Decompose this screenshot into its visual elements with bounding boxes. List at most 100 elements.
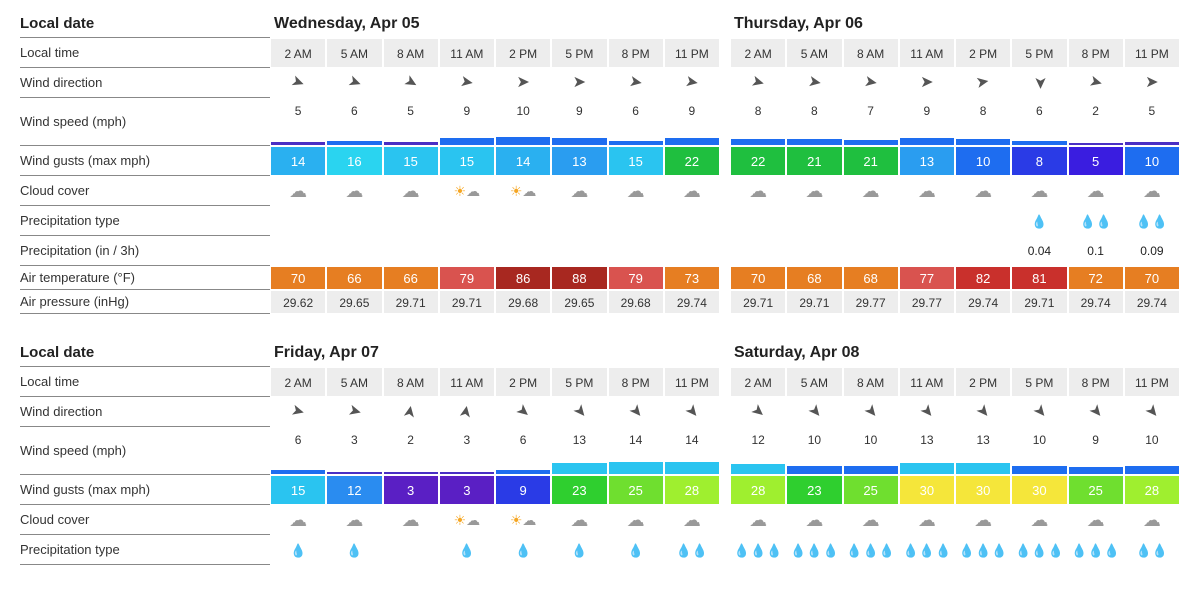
wind-speed-cell: 10 bbox=[1124, 427, 1180, 475]
wind-arrow-icon: ➤ bbox=[1085, 67, 1106, 99]
gust-cell: 15 bbox=[270, 475, 326, 505]
wind-arrow-cell: ➤ bbox=[1068, 397, 1124, 427]
precip-amt-row bbox=[270, 236, 720, 266]
temp-cell: 82 bbox=[955, 266, 1011, 290]
wind-speed-cell: 6 bbox=[1011, 98, 1067, 146]
wind-speed-row: 63236131414 bbox=[270, 427, 720, 475]
wind-speed-cell: 3 bbox=[326, 427, 382, 475]
label-wind-speed: Wind speed (mph) bbox=[20, 427, 270, 475]
time-cell: 11 AM bbox=[439, 367, 495, 397]
precip-type-cell bbox=[843, 206, 899, 236]
time-cell: 2 PM bbox=[495, 367, 551, 397]
temp-cell: 66 bbox=[383, 266, 439, 290]
precip-type-cell: 💧💧💧 bbox=[786, 535, 842, 565]
cloud-row: ☁☁☁☀☁☀☁☁☁☁ bbox=[270, 176, 720, 206]
precip-amt-cell: 0.09 bbox=[1124, 236, 1180, 266]
wind-arrow-icon: ➤ bbox=[564, 397, 596, 427]
temp-cell: 86 bbox=[495, 266, 551, 290]
wind-speed-cell: 2 bbox=[1068, 98, 1124, 146]
wind-arrow-icon: ➤ bbox=[974, 67, 992, 99]
precip-type-cell: 💧💧 bbox=[1068, 206, 1124, 236]
cloud-row: ☁☁☁☁☁☁☁☁ bbox=[730, 505, 1180, 535]
time-cell: 2 AM bbox=[730, 367, 786, 397]
label-cloud-cover: Cloud cover bbox=[20, 505, 270, 535]
labels-column: Local dateLocal timeWind directionWind s… bbox=[20, 339, 270, 565]
temp-cell: 70 bbox=[730, 266, 786, 290]
wind-speed-cell: 6 bbox=[326, 98, 382, 146]
wind-arrow-cell: ➤ bbox=[664, 68, 720, 98]
pressure-cell: 29.74 bbox=[1068, 290, 1124, 314]
precip-amt-cell bbox=[664, 236, 720, 266]
pressure-cell: 29.71 bbox=[1011, 290, 1067, 314]
label-local-time: Local time bbox=[20, 367, 270, 397]
precip-amt-cell bbox=[608, 236, 664, 266]
gust-cell: 28 bbox=[664, 475, 720, 505]
cloud-cell: ☁ bbox=[786, 505, 842, 535]
time-cell: 2 AM bbox=[270, 367, 326, 397]
wind-arrow-cell: ➤ bbox=[955, 397, 1011, 427]
day-title: Wednesday, Apr 05 bbox=[270, 10, 720, 38]
precip-type-cell bbox=[270, 206, 326, 236]
gust-cell: 28 bbox=[730, 475, 786, 505]
gust-cell: 21 bbox=[843, 146, 899, 176]
time-cell: 2 PM bbox=[495, 38, 551, 68]
time-cell: 8 AM bbox=[843, 367, 899, 397]
precip-type-cell bbox=[899, 206, 955, 236]
temp-row: 7066667986887973 bbox=[270, 266, 720, 290]
wind-arrow-icon: ➤ bbox=[1080, 397, 1112, 427]
time-cell: 8 AM bbox=[383, 38, 439, 68]
wind-speed-row: 565910969 bbox=[270, 98, 720, 146]
wind-arrow-icon: ➤ bbox=[344, 396, 365, 428]
cloud-cell: ☁ bbox=[551, 176, 607, 206]
precip-amt-cell bbox=[270, 236, 326, 266]
gust-cell: 15 bbox=[383, 146, 439, 176]
wind-arrow-cell: ➤ bbox=[608, 397, 664, 427]
precip-type-cell: 💧 bbox=[270, 535, 326, 565]
time-cell: 5 PM bbox=[1011, 38, 1067, 68]
wind-speed-cell: 9 bbox=[551, 98, 607, 146]
wind-arrow-icon: ➤ bbox=[516, 68, 529, 98]
gust-cell: 15 bbox=[608, 146, 664, 176]
cloud-cell: ☁ bbox=[270, 176, 326, 206]
label-wind-gusts: Wind gusts (max mph) bbox=[20, 475, 270, 505]
pressure-cell: 29.65 bbox=[551, 290, 607, 314]
cloud-cell: ☁ bbox=[843, 176, 899, 206]
wind-arrow-icon: ➤ bbox=[573, 68, 586, 98]
label-local-date: Local date bbox=[20, 339, 270, 367]
wind-speed-cell: 10 bbox=[786, 427, 842, 475]
cloud-cell: ☁ bbox=[955, 176, 1011, 206]
wind-speed-cell: 14 bbox=[608, 427, 664, 475]
wind-speed-row: 88798625 bbox=[730, 98, 1180, 146]
wind-gusts-row: 2823253030302528 bbox=[730, 475, 1180, 505]
label-wind-speed: Wind speed (mph) bbox=[20, 98, 270, 146]
precip-type-cell bbox=[495, 206, 551, 236]
pressure-cell: 29.71 bbox=[439, 290, 495, 314]
cloud-cell: ☁ bbox=[899, 176, 955, 206]
cloud-cell: ☀☁ bbox=[439, 505, 495, 535]
temp-cell: 70 bbox=[270, 266, 326, 290]
temp-cell: 73 bbox=[664, 266, 720, 290]
time-cell: 8 PM bbox=[1068, 367, 1124, 397]
wind-speed-cell: 5 bbox=[383, 98, 439, 146]
wind-speed-cell: 6 bbox=[270, 427, 326, 475]
temp-cell: 68 bbox=[786, 266, 842, 290]
cloud-cell: ☀☁ bbox=[495, 176, 551, 206]
precip-type-cell bbox=[955, 206, 1011, 236]
gust-cell: 5 bbox=[1068, 146, 1124, 176]
wind-arrow-cell: ➤ bbox=[439, 397, 495, 427]
time-cell: 11 PM bbox=[664, 38, 720, 68]
precip-type-cell: 💧 bbox=[439, 535, 495, 565]
label-local-time: Local time bbox=[20, 38, 270, 68]
cloud-cell: ☁ bbox=[730, 505, 786, 535]
gust-cell: 23 bbox=[551, 475, 607, 505]
cloud-cell: ☁ bbox=[551, 505, 607, 535]
time-cell: 8 PM bbox=[608, 38, 664, 68]
wind-arrow-icon: ➤ bbox=[626, 67, 644, 99]
cloud-cell: ☁ bbox=[383, 176, 439, 206]
time-cell: 5 PM bbox=[551, 367, 607, 397]
time-cell: 2 AM bbox=[270, 38, 326, 68]
wind-arrow-icon: ➤ bbox=[620, 397, 652, 427]
label-wind-gusts: Wind gusts (max mph) bbox=[20, 146, 270, 176]
wind-speed-cell: 13 bbox=[551, 427, 607, 475]
gust-cell: 30 bbox=[899, 475, 955, 505]
